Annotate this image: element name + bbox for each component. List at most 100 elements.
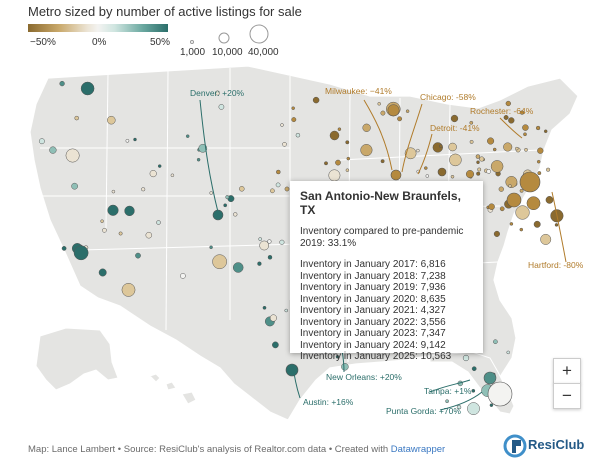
metro-circle[interactable] (233, 212, 238, 217)
metro-circle[interactable] (232, 262, 244, 273)
metro-circle[interactable] (209, 245, 213, 250)
metro-circle[interactable] (526, 196, 541, 211)
metro-circle[interactable] (475, 154, 481, 159)
metro-circle[interactable] (503, 142, 513, 152)
metro-circle[interactable] (149, 170, 157, 178)
metro-circle[interactable] (328, 169, 341, 182)
metro-circle[interactable] (437, 167, 447, 177)
metro-circle[interactable] (487, 381, 513, 407)
metro-circle[interactable] (477, 167, 482, 172)
metro-circle[interactable] (503, 115, 509, 120)
metro-circle[interactable] (212, 254, 227, 270)
metro-circle[interactable] (157, 164, 162, 168)
metro-circle[interactable] (493, 230, 500, 237)
metro-circle[interactable] (469, 120, 474, 125)
metro-circle[interactable] (345, 168, 350, 172)
metro-circle[interactable] (533, 220, 541, 228)
metro-circle[interactable] (49, 146, 57, 154)
metro-circle[interactable] (448, 142, 457, 152)
metro-circle[interactable] (360, 144, 373, 157)
metro-circle[interactable] (405, 109, 410, 113)
metro-circle[interactable] (445, 399, 449, 404)
metro-circle[interactable] (276, 169, 281, 175)
metro-circle[interactable] (404, 147, 417, 160)
zoom-out-button[interactable]: − (553, 383, 581, 409)
metro-circle[interactable] (259, 240, 270, 251)
metro-circle[interactable] (270, 188, 275, 194)
metro-circle[interactable] (519, 110, 525, 115)
metro-circle[interactable] (362, 123, 371, 132)
metro-circle[interactable] (499, 206, 505, 212)
metro-circle[interactable] (380, 159, 385, 164)
metro-circle[interactable] (258, 237, 263, 241)
metro-circle[interactable] (465, 170, 475, 179)
metro-circle[interactable] (267, 239, 272, 244)
metro-circle[interactable] (416, 148, 420, 153)
metro-circle[interactable] (291, 117, 297, 123)
metro-circle[interactable] (377, 102, 381, 106)
metro-circle[interactable] (125, 138, 130, 143)
metro-circle[interactable] (257, 261, 262, 266)
metro-circle[interactable] (524, 147, 528, 152)
metro-circle[interactable] (107, 115, 116, 125)
metro-circle[interactable] (209, 191, 213, 195)
metro-circle[interactable] (476, 171, 481, 176)
metro-circle[interactable] (121, 283, 136, 297)
metro-circle[interactable] (196, 157, 201, 162)
metro-circle[interactable] (118, 231, 123, 236)
metro-circle[interactable] (493, 339, 498, 345)
metro-circle[interactable] (390, 169, 402, 181)
metro-circle[interactable] (282, 141, 287, 147)
metro-circle[interactable] (515, 146, 519, 151)
metro-circle[interactable] (506, 350, 510, 355)
metro-circle[interactable] (546, 167, 551, 172)
metro-circle[interactable] (284, 308, 288, 313)
metro-circle[interactable] (38, 138, 45, 145)
metro-circle[interactable] (180, 273, 186, 279)
metro-circle[interactable] (508, 117, 515, 124)
metro-circle[interactable] (387, 104, 400, 117)
metro-circle[interactable] (545, 196, 554, 204)
metro-circle[interactable] (98, 268, 107, 277)
metro-circle[interactable] (486, 169, 492, 174)
metro-circle[interactable] (537, 171, 542, 176)
metro-circle[interactable] (280, 123, 284, 127)
metro-circle[interactable] (519, 171, 541, 193)
metro-circle[interactable] (515, 205, 530, 220)
metro-circle[interactable] (198, 143, 208, 153)
metro-circle[interactable] (508, 184, 512, 188)
metro-circle[interactable] (324, 161, 328, 166)
metro-circle[interactable] (471, 388, 476, 393)
datawrapper-link[interactable]: Datawrapper (390, 444, 446, 455)
metro-circle[interactable] (335, 159, 341, 166)
metro-circle[interactable] (267, 255, 273, 260)
metro-circle[interactable] (71, 182, 78, 190)
metro-circle[interactable] (74, 115, 79, 121)
metro-circle[interactable] (489, 403, 494, 407)
metro-circle[interactable] (519, 188, 524, 193)
metro-circle[interactable] (284, 186, 290, 192)
metro-circle[interactable] (498, 186, 504, 192)
metro-circle[interactable] (295, 132, 301, 138)
metro-circle[interactable] (102, 227, 107, 233)
metro-circle[interactable] (519, 227, 524, 232)
metro-circle[interactable] (450, 174, 455, 179)
metro-circle[interactable] (506, 192, 522, 208)
metro-circle[interactable] (272, 341, 279, 349)
metro-circle[interactable] (65, 148, 80, 163)
metro-circle[interactable] (111, 189, 116, 194)
zoom-in-button[interactable]: + (553, 358, 581, 384)
metro-circle[interactable] (543, 129, 548, 134)
metro-circle[interactable] (462, 354, 470, 362)
metro-circle[interactable] (492, 147, 497, 152)
metro-circle[interactable] (523, 132, 527, 137)
metro-circle[interactable] (218, 104, 225, 110)
metro-circle[interactable] (536, 159, 541, 164)
metro-circle[interactable] (469, 139, 474, 144)
metro-circle[interactable] (185, 134, 190, 138)
metro-circle[interactable] (141, 187, 146, 192)
metro-circle[interactable] (269, 314, 277, 322)
metro-circle[interactable] (380, 110, 386, 116)
metro-circle[interactable] (483, 371, 497, 385)
metro-circle[interactable] (424, 166, 428, 170)
